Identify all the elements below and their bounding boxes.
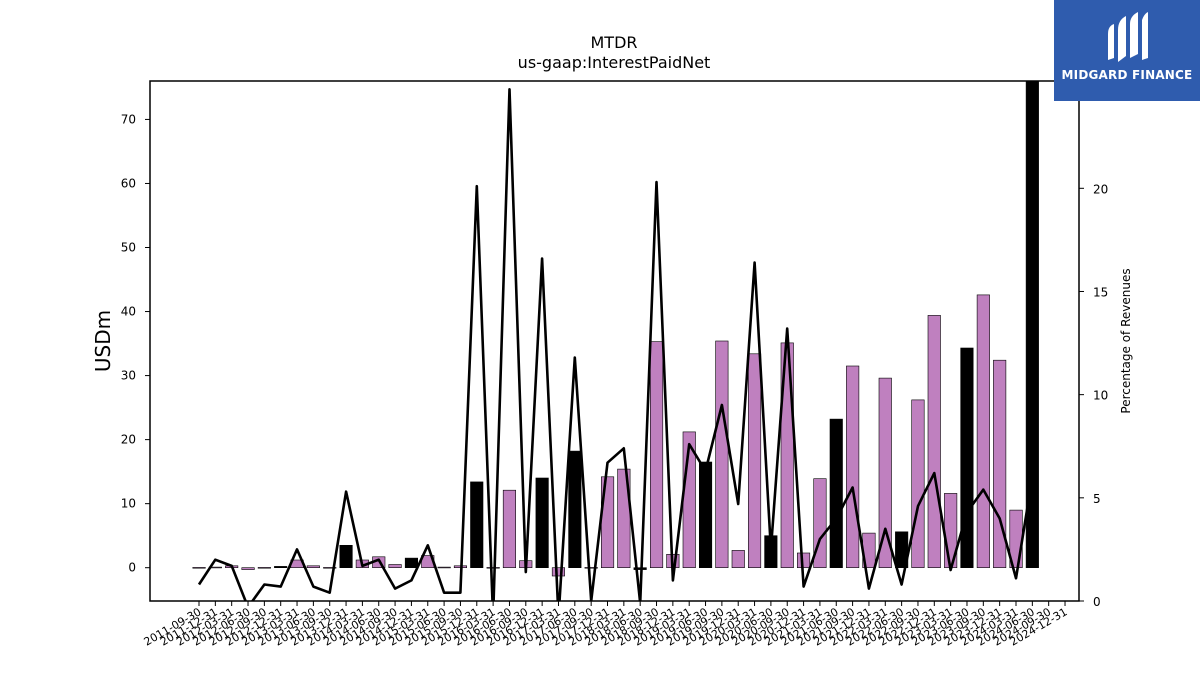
bar-2015-12-31 bbox=[470, 481, 484, 568]
bar-2021-09-30 bbox=[846, 365, 860, 568]
bar-2013-06-30 bbox=[306, 565, 320, 568]
bar-2013-12-31 bbox=[339, 544, 353, 568]
y-right-tick-label: 20 bbox=[1093, 182, 1108, 196]
bar-2013-09-30 bbox=[323, 567, 337, 569]
bar-2018-06-30 bbox=[633, 567, 647, 570]
plot-frame bbox=[149, 80, 1080, 602]
bar-2014-09-30 bbox=[388, 564, 402, 569]
chart-title: MTDR bbox=[590, 33, 637, 52]
bar-2022-12-31 bbox=[927, 315, 941, 568]
bar-2017-09-30 bbox=[584, 567, 598, 569]
bar-2011-09-30 bbox=[192, 567, 206, 569]
bar-2012-12-31 bbox=[274, 566, 288, 569]
chart-subtitle: us-gaap:InterestPaidNet bbox=[518, 53, 711, 72]
bar-2019-09-30 bbox=[715, 340, 729, 568]
bar-2023-06-30 bbox=[960, 347, 974, 568]
bar-2019-12-31 bbox=[731, 550, 745, 569]
y-left-tick-label: 50 bbox=[121, 241, 136, 255]
bar-2012-06-30 bbox=[241, 567, 255, 570]
bar-2019-06-30 bbox=[698, 461, 713, 568]
bar-2023-12-31 bbox=[993, 359, 1007, 569]
y-left-tick-label: 10 bbox=[121, 497, 136, 511]
bar-2016-12-31 bbox=[535, 477, 549, 568]
bar-2020-03-31 bbox=[747, 353, 762, 568]
logo-text: MIDGARD FINANCE bbox=[1061, 68, 1193, 82]
bar-2016-06-30 bbox=[502, 489, 517, 569]
y-right-tick-label: 5 bbox=[1093, 492, 1101, 506]
y-left-tick-label: 30 bbox=[121, 369, 136, 383]
y-left-tick-label: 40 bbox=[121, 305, 136, 319]
bar-2018-09-30 bbox=[649, 341, 664, 569]
bar-2024-06-30 bbox=[1025, 80, 1039, 569]
y-ticks-right: 0 5 10 15 20 bbox=[1079, 182, 1108, 609]
bar-2015-06-30 bbox=[437, 566, 451, 569]
x-ticks: 2011-09-302011-12-312012-03-312012-06-30… bbox=[142, 601, 1070, 649]
y-left-tick-label: 70 bbox=[121, 112, 136, 126]
brand-logo: MIDGARD FINANCE bbox=[1054, 0, 1200, 101]
y-left-tick-label: 60 bbox=[121, 176, 136, 190]
bar-2017-03-31 bbox=[551, 567, 566, 577]
bar-2012-09-30 bbox=[257, 567, 271, 569]
bar-2022-09-30 bbox=[911, 399, 925, 568]
bar-2017-06-30 bbox=[568, 450, 582, 569]
y-axis-label-left: USDm bbox=[91, 310, 115, 372]
bar-2021-06-30 bbox=[829, 418, 843, 569]
bar-series bbox=[192, 80, 1039, 577]
bar-2016-03-31 bbox=[486, 567, 500, 569]
y-left-tick-label: 0 bbox=[128, 561, 136, 575]
y-left-tick-label: 20 bbox=[121, 433, 136, 447]
y-right-tick-label: 10 bbox=[1093, 389, 1108, 403]
bar-2023-09-30 bbox=[976, 294, 990, 568]
pct-revenues-line bbox=[197, 88, 1034, 601]
y-right-tick-label: 0 bbox=[1093, 595, 1101, 609]
pct-revenues-series bbox=[197, 88, 1034, 601]
bar-2014-12-31 bbox=[404, 557, 419, 568]
y-ticks-left: 0 10 20 30 40 50 60 70 bbox=[121, 112, 150, 575]
midgard-logo-icon bbox=[1108, 12, 1148, 62]
y-right-tick-label: 15 bbox=[1093, 285, 1108, 299]
bar-2022-03-31 bbox=[878, 377, 892, 569]
y-axis-label-right: Percentage of Revenues bbox=[1119, 268, 1133, 413]
